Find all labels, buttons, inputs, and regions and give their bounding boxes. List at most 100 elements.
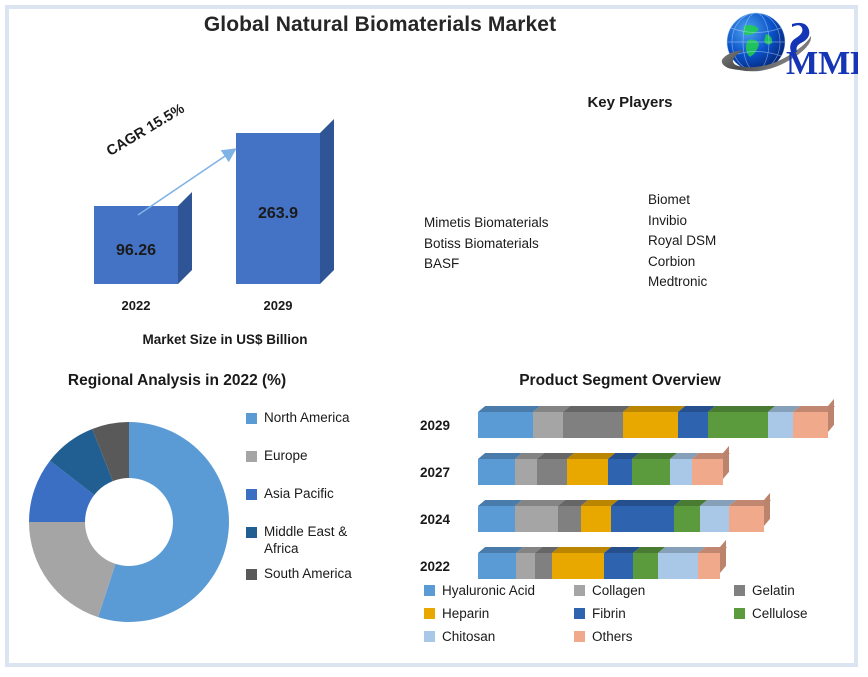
- segment-front-face: [558, 506, 581, 532]
- legend-item-collagen: Collagen: [574, 583, 734, 598]
- segment-front-face: [698, 553, 720, 579]
- segment-row: 2029: [420, 398, 850, 448]
- legend-label: Chitosan: [442, 629, 496, 644]
- segment-front-face: [478, 506, 515, 532]
- segment-front-face: [552, 553, 604, 579]
- segment-chitosan: [658, 547, 706, 579]
- key-player-item: Royal DSM: [648, 233, 717, 248]
- segment-collagen: [515, 453, 545, 485]
- legend-row: Chitosan Others: [424, 629, 844, 644]
- segment-cellulose: [632, 453, 678, 485]
- legend-swatch: [246, 569, 257, 580]
- segment-front-face: [623, 412, 678, 438]
- segment-fibrin: [611, 500, 682, 532]
- segment-front-face: [658, 553, 698, 579]
- segment-heparin: [581, 500, 619, 532]
- segment-front-face: [581, 506, 611, 532]
- segment-stack-2027: [478, 445, 731, 485]
- segment-chitosan: [768, 406, 801, 438]
- segment-front-face: [633, 553, 658, 579]
- globe-icon: MMR: [721, 12, 868, 82]
- segment-front-face: [608, 459, 632, 485]
- segment-chitosan: [670, 453, 700, 485]
- legend-item-middle-east-africa: Middle East & Africa: [246, 523, 406, 557]
- bar-2029-value: 263.9: [257, 205, 299, 222]
- mmr-logo: MMR: [714, 12, 868, 82]
- segment-front-face: [535, 553, 552, 579]
- segment-fibrin: [604, 547, 641, 579]
- segment-gelatin: [535, 547, 560, 579]
- segment-front-face: [478, 412, 533, 438]
- segment-front-face: [674, 506, 700, 532]
- legend-item-others: Others: [574, 629, 734, 644]
- key-player-item: Medtronic: [648, 274, 708, 289]
- segment-hyaluronic-acid: [478, 453, 523, 485]
- segment-cellulose: [708, 406, 776, 438]
- segment-row: 2024: [420, 492, 850, 542]
- segment-front-face: [516, 553, 535, 579]
- legend-swatch: [424, 608, 435, 619]
- segment-front-face: [515, 459, 537, 485]
- bar-2029-front: [236, 133, 320, 284]
- segment-hyaluronic-acid: [478, 406, 541, 438]
- legend-label: Heparin: [442, 606, 490, 621]
- bar-2022: 96.26: [94, 192, 192, 284]
- segment-gelatin: [537, 453, 575, 485]
- regional-legend: North America Europe Asia Pacific Middle…: [246, 409, 406, 603]
- segment-side-face: [764, 492, 770, 526]
- legend-label: Collagen: [592, 583, 646, 598]
- segment-side-face: [723, 445, 729, 479]
- segment-others: [692, 445, 731, 485]
- legend-item-cellulose: Cellulose: [734, 606, 808, 621]
- legend-item-south-america: South America: [246, 565, 406, 582]
- bar-label-2029: 2029: [263, 298, 293, 313]
- segment-others: [793, 398, 836, 438]
- segment-row-label: 2024: [420, 512, 451, 527]
- legend-item-gelatin: Gelatin: [734, 583, 795, 598]
- segment-stack-2022: [478, 539, 728, 579]
- segment-hyaluronic-acid: [478, 547, 524, 579]
- legend-swatch: [246, 451, 257, 462]
- legend-swatch: [424, 631, 435, 642]
- legend-label: Middle East & Africa: [264, 524, 348, 556]
- segment-row-label: 2027: [420, 465, 451, 480]
- segment-front-face: [729, 506, 764, 532]
- segment-row: 2022: [420, 539, 850, 589]
- segment-front-face: [700, 506, 729, 532]
- segment-gelatin: [563, 406, 631, 438]
- segment-row: 2027: [420, 445, 850, 495]
- segment-row-label: 2029: [420, 418, 451, 433]
- segment-cellulose: [674, 500, 708, 532]
- segment-front-face: [537, 459, 567, 485]
- segment-front-face: [708, 412, 768, 438]
- market-size-bar-chart: 96.26 263.9 2022 2029: [60, 118, 400, 358]
- legend-swatch: [734, 608, 745, 619]
- product-segment-legend: Hyaluronic Acid Collagen Gelatin Heparin…: [424, 583, 844, 652]
- regional-donut-chart: [22, 408, 236, 636]
- legend-swatch: [734, 585, 745, 596]
- legend-swatch: [246, 413, 257, 424]
- legend-item-heparin: Heparin: [424, 606, 574, 621]
- product-segment-title: Product Segment Overview: [519, 372, 721, 389]
- segment-front-face: [611, 506, 674, 532]
- segment-collagen: [515, 500, 566, 532]
- regional-analysis-title: Regional Analysis in 2022 (%): [67, 372, 287, 389]
- key-players-title: Key Players: [587, 94, 673, 111]
- key-player-item: Mimetis Biomaterials: [424, 215, 549, 230]
- segment-front-face: [533, 412, 563, 438]
- legend-label: Gelatin: [752, 583, 795, 598]
- segment-collagen: [533, 406, 571, 438]
- segment-others: [698, 539, 728, 579]
- legend-row: Hyaluronic Acid Collagen Gelatin: [424, 583, 844, 598]
- segment-front-face: [567, 459, 608, 485]
- segment-row-label: 2022: [420, 559, 451, 574]
- bar-label-2022: 2022: [121, 298, 151, 313]
- segment-front-face: [793, 412, 828, 438]
- legend-label: Fibrin: [592, 606, 626, 621]
- segment-heparin: [552, 547, 612, 579]
- segment-fibrin: [678, 406, 716, 438]
- cagr-arrow: [137, 148, 237, 216]
- segment-gelatin: [558, 500, 589, 532]
- segment-heparin: [567, 453, 616, 485]
